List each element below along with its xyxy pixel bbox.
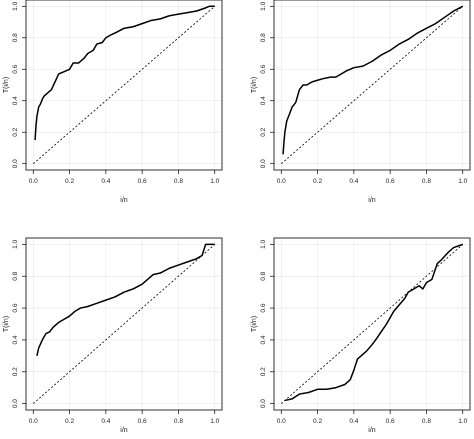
panel-top-left: 0.0 0.2 0.4 0.6 0.8 1.0 0.0 0.2 0.4 0.6 0.8 1.0 i/n T…: [3, 0, 223, 204]
x-tick-label: 1.0: [210, 418, 219, 425]
y-tick-label: 0.2: [260, 127, 267, 136]
x-tick-label: 0.2: [65, 418, 74, 425]
y-tick-label: 0.8: [260, 33, 267, 42]
x-tick-label: 0.8: [174, 418, 183, 425]
data-series-line: [34, 5, 215, 141]
y-tick-label: 1.0: [260, 239, 267, 248]
x-tick-label: 0.8: [422, 418, 431, 425]
y-axis-label: T(i/n): [251, 77, 258, 93]
y-axis-label: T(i/n): [3, 77, 10, 93]
x-tick-label: 0.0: [277, 178, 286, 185]
x-tick-label: 1.0: [458, 418, 467, 425]
x-tick-label: 0.2: [65, 178, 74, 185]
x-axis-label: i/n: [120, 427, 128, 434]
panel-top-right: 0.0 0.2 0.4 0.6 0.8 1.0 0.0 0.2 0.4 0.6 0.8 1.0 i/n T…: [251, 0, 471, 204]
x-tick-label: 1.0: [458, 178, 467, 185]
y-tick-label: 0.6: [12, 303, 19, 312]
y-tick-label: 0.6: [12, 64, 19, 73]
y-tick-label: 0.8: [12, 33, 19, 42]
x-tick-label: 0.0: [29, 178, 38, 185]
x-tick-label: 0.8: [174, 178, 183, 185]
x-tick-label: 0.0: [277, 418, 286, 425]
x-tick-label: 0.4: [349, 418, 358, 425]
x-axis-label: i/n: [368, 197, 376, 204]
y-tick-label: 0.4: [260, 96, 267, 105]
y-axis-label: T(i/n): [251, 316, 258, 332]
reference-diagonal-line: [32, 244, 216, 404]
y-tick-label: 0.8: [12, 271, 19, 280]
panel-bottom-left: 0.0 0.2 0.4 0.6 0.8 1.0 0.0 0.2 0.4 0.6 0.8 1.0 i/n T…: [3, 237, 223, 434]
x-tick-label: 0.0: [29, 418, 38, 425]
panel-bottom-right: 0.0 0.2 0.4 0.6 0.8 1.0 0.0 0.2 0.4 0.6 0.8 1.0 i/n T…: [251, 237, 471, 434]
y-tick-label: 1.0: [12, 1, 19, 10]
data-series-line: [284, 243, 463, 402]
y-tick-label: 0.6: [260, 303, 267, 312]
y-tick-label: 0.0: [260, 159, 267, 168]
x-tick-label: 1.0: [210, 178, 219, 185]
plot-frame: [273, 0, 471, 171]
x-tick-label: 0.8: [422, 178, 431, 185]
reference-diagonal-line: [280, 5, 464, 165]
x-axis-label: i/n: [120, 197, 128, 204]
y-axis-label: T(i/n): [3, 316, 10, 332]
y-tick-label: 0.4: [12, 335, 19, 344]
y-tick-label: 0.8: [260, 271, 267, 280]
y-tick-label: 0.2: [12, 127, 19, 136]
y-tick-label: 0.0: [260, 399, 267, 408]
reference-diagonal-line: [280, 244, 464, 404]
x-tick-label: 0.6: [138, 178, 147, 185]
plot-frame: [25, 237, 223, 411]
x-tick-label: 0.6: [386, 178, 395, 185]
x-tick-label: 0.4: [101, 418, 110, 425]
y-tick-label: 0.0: [12, 159, 19, 168]
y-tick-label: 0.0: [12, 399, 19, 408]
y-tick-label: 0.6: [260, 64, 267, 73]
y-tick-label: 0.4: [260, 335, 267, 344]
y-tick-label: 1.0: [12, 239, 19, 248]
y-tick-label: 0.4: [12, 96, 19, 105]
y-tick-label: 1.0: [260, 1, 267, 10]
data-series-line: [282, 5, 464, 155]
reference-diagonal-line: [32, 5, 216, 165]
data-series-line: [36, 243, 215, 357]
x-tick-label: 0.2: [313, 178, 322, 185]
x-axis-label: i/n: [368, 427, 376, 434]
x-tick-label: 0.4: [349, 178, 358, 185]
plot-frame: [273, 237, 471, 411]
x-tick-label: 0.6: [386, 418, 395, 425]
y-tick-label: 0.2: [12, 367, 19, 376]
x-tick-label: 0.2: [313, 418, 322, 425]
y-tick-label: 0.2: [260, 367, 267, 376]
plot-frame: [25, 0, 223, 171]
x-tick-label: 0.4: [101, 178, 110, 185]
x-tick-label: 0.6: [138, 418, 147, 425]
